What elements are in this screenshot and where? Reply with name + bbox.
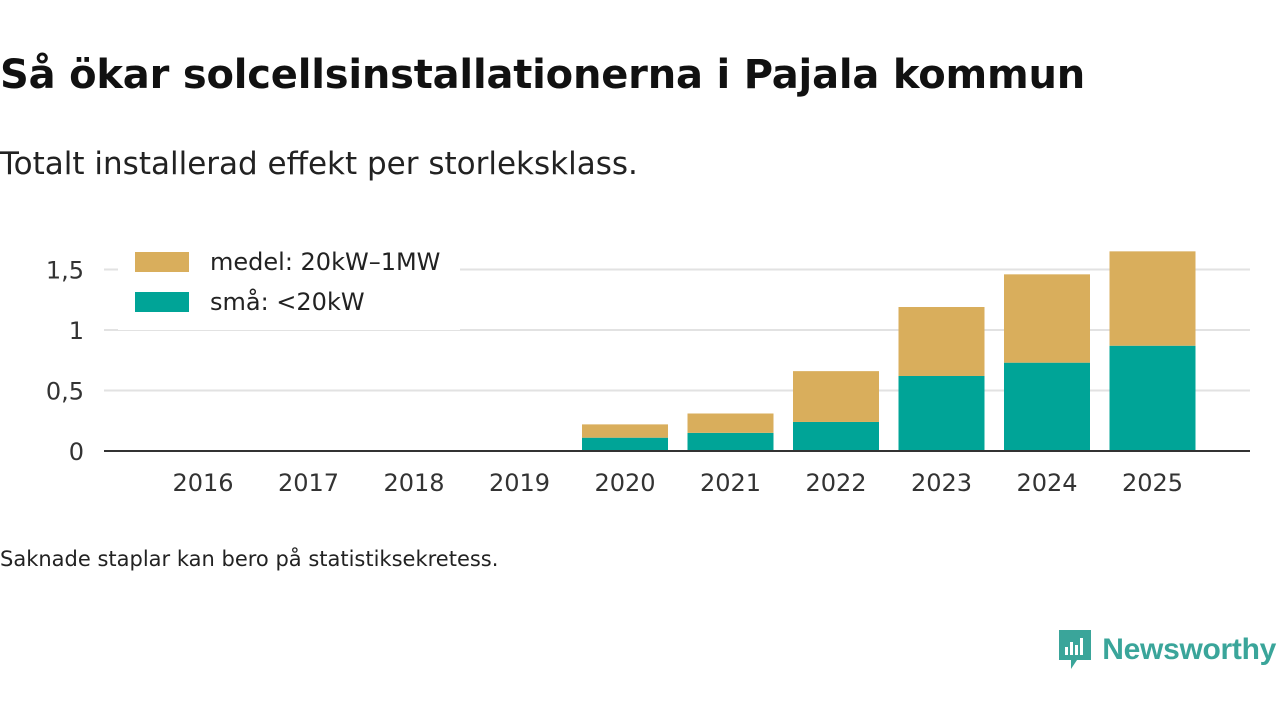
bar-medel-2023 [898,307,985,376]
legend-label-medel: medel: 20kW–1MW [210,248,440,276]
y-tick-label: 0,5 [46,378,84,406]
bar-sma-2023 [898,375,985,451]
legend-swatch-sma [135,292,189,312]
newsworthy-brand-text: Newsworthy [1102,633,1276,666]
bar-sma-2020 [582,437,668,451]
x-tick-label: 2025 [1122,469,1183,497]
bar-sma-2021 [687,432,774,451]
x-tick-label: 2020 [594,469,655,497]
chart-title: Så ökar solcellsinstallationerna i Pajal… [0,52,1086,98]
legend-label-sma: små: <20kW [210,287,365,316]
bar-medel-2025 [1109,251,1196,346]
x-tick-label: 2018 [383,469,444,497]
bar-medel-2024 [1004,274,1090,363]
stacked-bar-chart: 0 0,5 1 1,5 2016 2017 2018 2019 2020 2021 2022 2023… [45,248,1250,497]
bar-medel-2022 [793,371,879,422]
chart-subtitle: Totalt installerad effekt per storlekskl… [0,146,638,182]
bar-sma-2024 [1004,362,1090,451]
y-tick-label: 1,5 [46,257,84,285]
x-tick-label: 2019 [489,469,550,497]
footnote: Saknade staplar kan bero på statistiksek… [0,547,499,571]
legend-swatch-medel [135,252,189,272]
x-tick-label: 2022 [805,469,866,497]
x-tick-label: 2016 [172,469,233,497]
newsworthy-logo-icon [1059,630,1092,669]
y-tick-label: 1 [69,317,84,345]
bar-sma-2025 [1109,345,1196,451]
x-tick-label: 2021 [700,469,761,497]
bar-medel-2021 [687,413,774,433]
x-tick-label: 2023 [911,469,972,497]
bar-medel-2020 [582,424,668,438]
x-tick-label: 2017 [278,469,339,497]
bar-sma-2022 [793,421,879,451]
newsworthy-logo: Newsworthy [1056,628,1276,672]
y-tick-label: 0 [69,438,84,466]
x-tick-label: 2024 [1016,469,1077,497]
